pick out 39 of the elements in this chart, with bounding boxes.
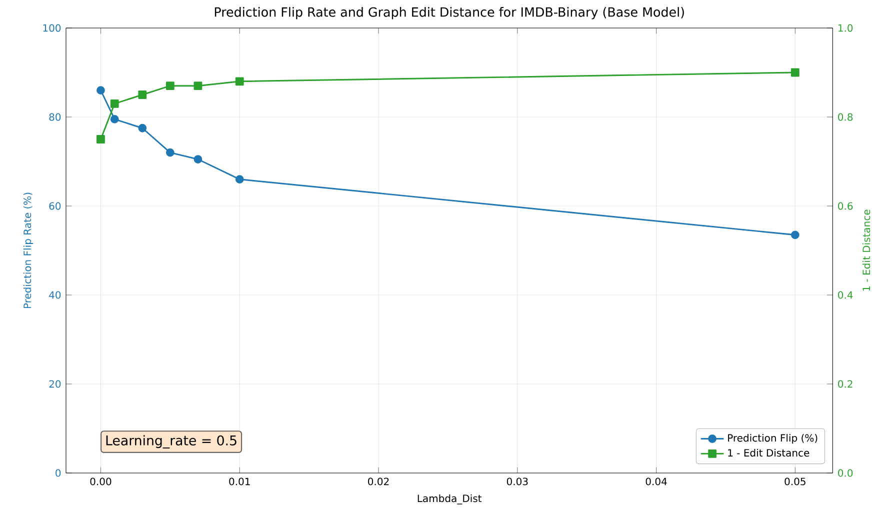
y2-tick-label: 0.2 <box>838 380 852 388</box>
point <box>235 175 244 184</box>
y-tick-label: 40 <box>49 291 61 299</box>
annotation: Learning_rate = 0.5 <box>106 435 236 448</box>
y2-tick-label: 0.8 <box>838 113 853 121</box>
chart-title: Prediction Flip Rate and Graph Edit Distance for IMDB-Binary (Base Model) <box>214 7 684 20</box>
x-tick-label: 0.01 <box>229 478 250 486</box>
point <box>790 68 800 77</box>
point <box>138 90 147 99</box>
point <box>138 124 147 132</box>
point <box>96 135 105 144</box>
x-tick-label: 0.05 <box>784 478 806 486</box>
legend-label: 1 - Edit Distance <box>728 448 810 457</box>
x-tick-label: 0.03 <box>506 478 528 486</box>
y2-tick-label: 0.0 <box>838 469 853 477</box>
point <box>194 155 202 164</box>
point <box>235 77 244 86</box>
y-tick-label: 20 <box>49 380 61 388</box>
point <box>166 148 174 157</box>
x-tick-label: 0.04 <box>646 478 667 486</box>
y-tick-label: 0 <box>56 469 61 477</box>
x-axis-title: Lambda_Dist <box>418 494 482 504</box>
point <box>166 82 174 90</box>
y2-tick-label: 1.0 <box>838 24 853 32</box>
y-tick-label: 80 <box>49 113 61 121</box>
x-tick-label: 0.02 <box>368 478 389 486</box>
point <box>96 86 105 94</box>
y-tick-label: 100 <box>43 24 61 32</box>
y2-axis-title: 1 - Edit Distance <box>862 210 870 291</box>
y-tick-label: 60 <box>49 202 61 210</box>
point <box>110 99 119 108</box>
point <box>194 82 202 90</box>
y2-tick-label: 0.6 <box>838 202 853 210</box>
x-tick-label: 0.00 <box>90 478 112 486</box>
y-axis-title: Prediction Flip Rate (%) <box>23 192 34 308</box>
y2-tick-label: 0.4 <box>838 291 853 299</box>
point <box>790 230 800 240</box>
legend-label: Prediction Flip (%) <box>728 434 818 444</box>
point <box>110 115 119 124</box>
